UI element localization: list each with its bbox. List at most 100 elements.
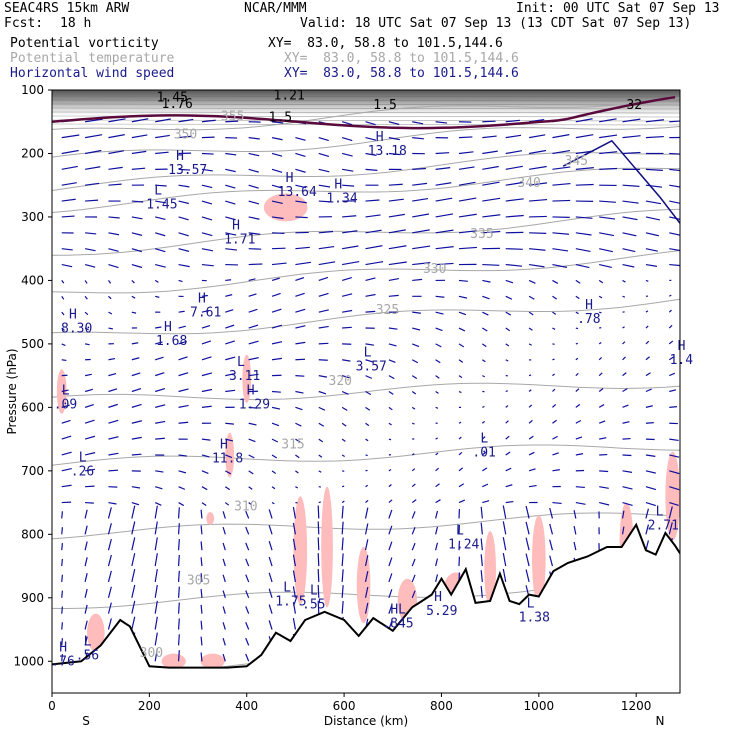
wind-vector (645, 248, 658, 252)
wind-vector (84, 557, 88, 567)
theta-contour-line (52, 126, 680, 158)
wind-vector (645, 310, 649, 313)
pv-extremum-value: .01 (472, 445, 495, 460)
wind-vector (200, 557, 203, 567)
wind-vector (365, 245, 383, 250)
wind-vector (295, 390, 304, 394)
wind-vector (505, 327, 511, 332)
wind-vector (645, 119, 664, 123)
wind-vector (178, 118, 194, 123)
wind-vector (84, 149, 102, 155)
wind-vector (225, 200, 236, 205)
wind-vector (458, 166, 475, 170)
wind-vector (575, 357, 579, 361)
wind-vector (61, 198, 76, 202)
wind-vector (622, 263, 635, 268)
wind-vector (435, 452, 439, 456)
wind-vector (318, 261, 336, 266)
wind-vector (669, 502, 679, 507)
pv-contour-label: 1.21 (274, 89, 305, 104)
wind-vector (155, 263, 166, 268)
wind-vector (292, 586, 297, 598)
wind-vector (201, 232, 213, 237)
wind-vector (131, 279, 135, 284)
wind-vector (248, 168, 259, 173)
wind-vector (200, 509, 203, 519)
wind-vector (505, 279, 514, 284)
wind-vector (622, 118, 641, 123)
wind-vector (292, 570, 297, 583)
pv-extremum-marker: L (364, 346, 372, 361)
wind-vector (155, 486, 163, 490)
wind-vector (341, 500, 345, 504)
wind-vector (482, 405, 485, 408)
pv-extremum-value: 11.8 (212, 452, 243, 467)
wind-vector (505, 119, 520, 123)
wind-vector (458, 421, 462, 424)
wind-vector (85, 166, 101, 170)
wind-vector (108, 118, 126, 123)
wind-vector (365, 137, 377, 141)
wind-vector (155, 295, 160, 298)
wind-vector (412, 182, 428, 186)
wind-vector (295, 261, 311, 266)
wind-vector (669, 152, 680, 155)
wind-vector (528, 311, 534, 316)
wind-vector (458, 327, 466, 332)
pv-shaded-region (200, 653, 225, 669)
wind-vector (222, 638, 226, 646)
wind-vector (481, 436, 486, 440)
wind-vector (84, 452, 96, 456)
wind-vector (178, 184, 190, 188)
wind-vector (435, 390, 439, 394)
wind-vector (84, 404, 94, 408)
wind-vector (225, 152, 237, 156)
wind-vector (622, 470, 633, 473)
wind-vector (341, 390, 349, 395)
organization: NCAR/MMM (244, 1, 307, 16)
wind-vector (155, 341, 163, 345)
wind-vector (435, 558, 439, 567)
wind-vector (131, 311, 137, 314)
wind-vector (668, 340, 674, 345)
wind-vector (245, 637, 250, 646)
wind-vector (107, 507, 112, 519)
pv-extremum-value: 1.75 (275, 594, 306, 609)
wind-vector (200, 541, 203, 551)
wind-vector (435, 437, 438, 440)
wind-vector (669, 389, 677, 393)
wind-vector (552, 150, 571, 155)
x-tick-label: 200 (138, 699, 161, 713)
field-name-wind: Horizontal wind speed (10, 66, 175, 81)
wind-vector (482, 343, 487, 348)
wind-vector (388, 509, 393, 519)
wind-vector (388, 438, 392, 441)
wind-vector (222, 511, 226, 519)
wind-vector (272, 232, 285, 235)
wind-vector (622, 502, 633, 507)
wind-vector (131, 118, 149, 123)
wind-vector (178, 340, 187, 345)
wind-vector (575, 486, 585, 489)
wind-vector (131, 436, 142, 440)
wind-vector (622, 404, 629, 408)
wind-vector (84, 295, 88, 300)
wind-vector (154, 616, 158, 630)
wind-vector (61, 606, 63, 614)
wind-vector (622, 248, 636, 253)
pv-extremum-value: 8.30 (61, 322, 92, 337)
wind-vector (61, 311, 65, 316)
wind-vector (292, 522, 297, 535)
wind-vector (480, 586, 483, 598)
wind-vector (295, 422, 302, 427)
wind-vector (645, 372, 651, 377)
wind-vector (525, 569, 530, 583)
wind-vector (599, 232, 615, 237)
wind-vector (61, 484, 72, 488)
wind-vector (341, 537, 344, 551)
wind-vector (292, 554, 297, 567)
wind-vector (552, 182, 571, 186)
wind-vector (61, 182, 77, 186)
wind-vector (549, 523, 554, 535)
wind-vector (388, 245, 407, 250)
